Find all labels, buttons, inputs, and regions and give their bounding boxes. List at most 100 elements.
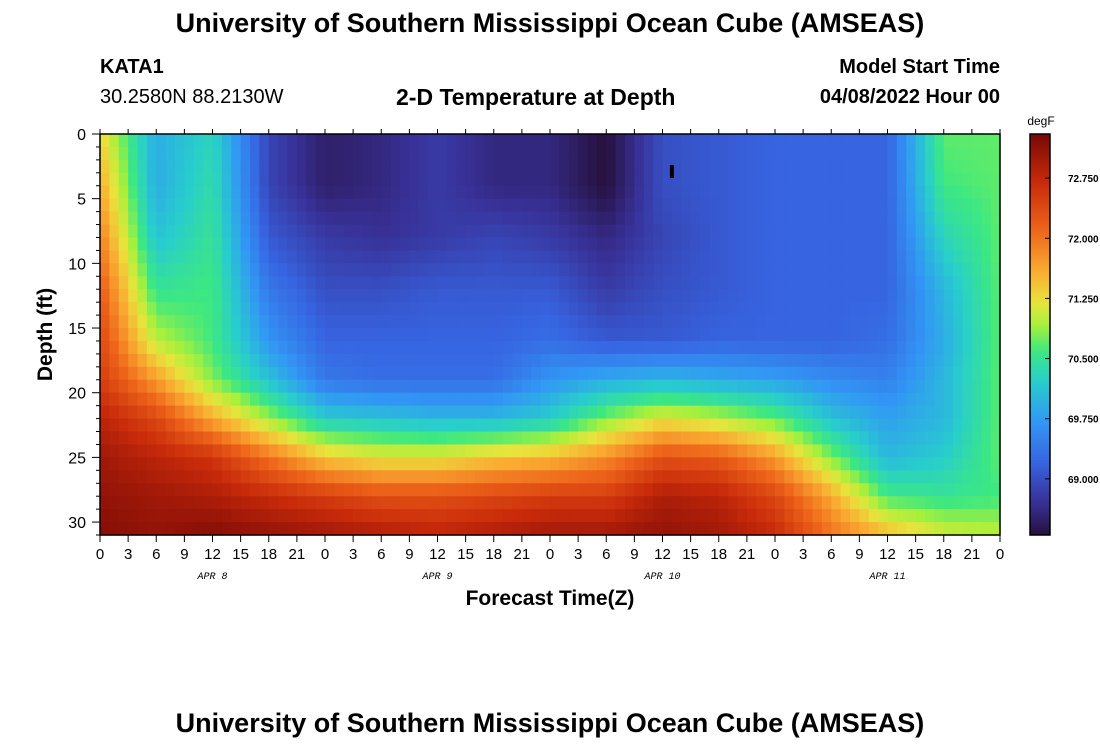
heatmap-cell xyxy=(578,470,589,484)
heatmap-cell xyxy=(315,172,326,187)
heatmap-cell xyxy=(643,328,654,342)
heatmap-cell xyxy=(868,289,879,303)
heatmap-cell xyxy=(287,185,298,200)
heatmap-cell xyxy=(681,159,692,174)
heatmap-cell xyxy=(306,198,317,213)
heatmap-cell xyxy=(221,134,232,148)
heatmap-cell xyxy=(475,522,485,536)
heatmap-cell xyxy=(559,496,570,510)
heatmap-cell xyxy=(681,522,692,536)
heatmap-cell xyxy=(784,379,795,394)
heatmap-cell xyxy=(625,483,635,497)
heatmap-cell xyxy=(334,289,345,303)
heatmap-cell xyxy=(259,470,270,484)
heatmap-cell xyxy=(128,185,139,200)
heatmap-cell xyxy=(925,159,935,174)
heatmap-cell xyxy=(418,496,429,510)
heatmap-cell xyxy=(625,198,635,213)
heatmap-cell xyxy=(465,328,476,342)
heatmap-cell xyxy=(559,224,570,239)
heatmap-cell xyxy=(737,444,748,458)
heatmap-cell xyxy=(362,444,373,458)
heatmap-cell xyxy=(268,263,279,277)
heatmap-cell xyxy=(493,159,504,174)
heatmap-cell xyxy=(971,198,982,213)
heatmap-cell xyxy=(109,250,120,264)
heatmap-cell xyxy=(475,289,485,303)
heatmap-cell xyxy=(296,366,307,381)
heatmap-cell xyxy=(803,172,814,187)
heatmap-cell xyxy=(859,198,870,213)
heatmap-cell xyxy=(118,276,129,290)
heatmap-cell xyxy=(521,237,532,252)
heatmap-cell xyxy=(718,457,729,471)
heatmap-cell xyxy=(568,224,579,239)
heatmap-cell xyxy=(315,328,326,342)
heatmap-cell xyxy=(925,185,935,200)
heatmap-cell xyxy=(456,134,467,148)
x-axis-tick-label: 6 xyxy=(827,546,835,563)
heatmap-cell xyxy=(775,211,785,226)
heatmap-cell xyxy=(259,444,270,458)
heatmap-cell xyxy=(315,457,326,471)
heatmap-cell xyxy=(906,328,917,342)
heatmap-cell xyxy=(203,250,214,264)
heatmap-cell xyxy=(437,353,448,368)
heatmap-cell xyxy=(409,483,420,497)
heatmap-cell xyxy=(681,353,692,368)
heatmap-cell xyxy=(615,418,626,433)
x-axis-tick-label: 18 xyxy=(260,546,277,563)
heatmap-cell xyxy=(221,276,232,290)
heatmap-cell xyxy=(681,172,692,187)
heatmap-cell xyxy=(953,134,964,148)
heatmap-cell xyxy=(175,263,185,277)
heatmap-cell xyxy=(831,328,842,342)
heatmap-cell xyxy=(775,198,785,213)
heatmap-cell xyxy=(268,392,279,407)
heatmap-cell xyxy=(568,263,579,277)
heatmap-cell xyxy=(690,146,701,161)
heatmap-cell xyxy=(465,159,476,174)
heatmap-cell xyxy=(587,159,598,174)
heatmap-cell xyxy=(203,522,214,536)
heatmap-cell xyxy=(821,496,832,510)
heatmap-cell xyxy=(128,250,139,264)
heatmap-cell xyxy=(812,431,823,446)
heatmap-cell xyxy=(100,444,110,458)
heatmap-cell xyxy=(325,418,335,433)
heatmap-cell xyxy=(278,457,289,471)
heatmap-cell xyxy=(193,224,204,239)
heatmap-cell xyxy=(465,431,476,446)
heatmap-cell xyxy=(428,431,439,446)
heatmap-cell xyxy=(531,289,542,303)
heatmap-cell xyxy=(437,405,448,420)
heatmap-cell xyxy=(568,366,579,381)
heatmap-cell xyxy=(643,302,654,316)
heatmap-cell xyxy=(193,457,204,471)
heatmap-cell xyxy=(568,276,579,290)
heatmap-cell xyxy=(812,444,823,458)
heatmap-cell xyxy=(765,483,776,497)
heatmap-cell xyxy=(662,392,673,407)
heatmap-cell xyxy=(175,509,185,523)
heatmap-cell xyxy=(428,159,439,174)
heatmap-cell xyxy=(559,289,570,303)
heatmap-cell xyxy=(409,146,420,161)
heatmap-cell xyxy=(953,509,964,523)
heatmap-cell xyxy=(540,185,551,200)
heatmap-cell xyxy=(521,353,532,368)
heatmap-cell xyxy=(709,353,720,368)
heatmap-cell xyxy=(615,522,626,536)
heatmap-cell xyxy=(259,250,270,264)
heatmap-cell xyxy=(765,224,776,239)
heatmap-cell xyxy=(484,276,495,290)
heatmap-cell xyxy=(296,172,307,187)
heatmap-cell xyxy=(400,340,410,355)
heatmap-cell xyxy=(981,353,992,368)
heatmap-cell xyxy=(878,250,889,264)
heatmap-cell xyxy=(203,418,214,433)
heatmap-cell xyxy=(100,134,110,148)
heatmap-cell xyxy=(418,146,429,161)
heatmap-cell xyxy=(625,185,635,200)
